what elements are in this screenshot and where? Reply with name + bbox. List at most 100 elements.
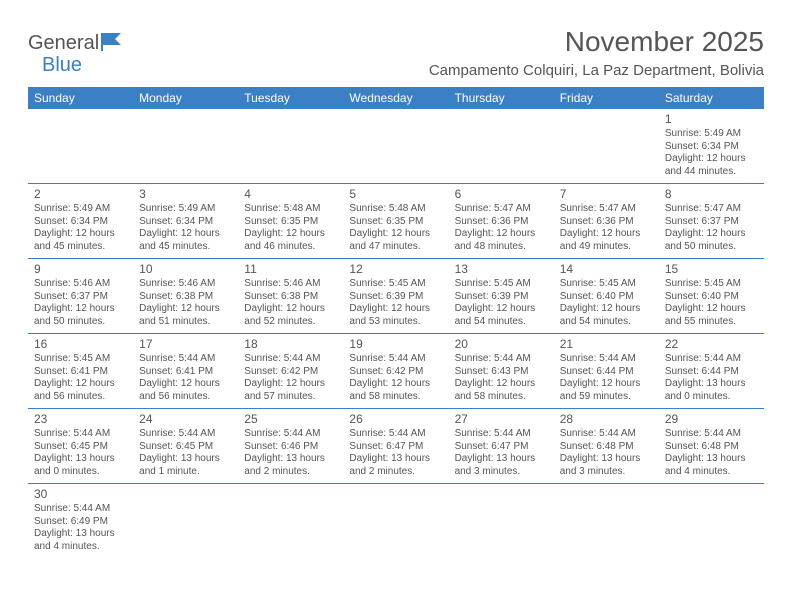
empty-cell <box>343 109 448 184</box>
day-cell: 5Sunrise: 5:48 AMSunset: 6:35 PMDaylight… <box>343 184 448 259</box>
sunset-text: Sunset: 6:35 PM <box>349 216 442 229</box>
daylight-text: Daylight: 13 hours <box>560 453 653 466</box>
day-number: 8 <box>665 187 758 202</box>
sunrise-text: Sunrise: 5:44 AM <box>665 428 758 441</box>
daylight-text: Daylight: 12 hours <box>349 228 442 241</box>
sunrise-text: Sunrise: 5:46 AM <box>244 278 337 291</box>
day-cell: 19Sunrise: 5:44 AMSunset: 6:42 PMDayligh… <box>343 334 448 409</box>
sunrise-text: Sunrise: 5:48 AM <box>244 203 337 216</box>
daylight-text: Daylight: 13 hours <box>244 453 337 466</box>
day-number: 5 <box>349 187 442 202</box>
daylight-text: and 50 minutes. <box>34 316 127 329</box>
sunset-text: Sunset: 6:46 PM <box>244 441 337 454</box>
sunset-text: Sunset: 6:41 PM <box>139 366 232 379</box>
sunrise-text: Sunrise: 5:47 AM <box>560 203 653 216</box>
sunset-text: Sunset: 6:47 PM <box>455 441 548 454</box>
sunset-text: Sunset: 6:35 PM <box>244 216 337 229</box>
daylight-text: and 49 minutes. <box>560 241 653 254</box>
daylight-text: Daylight: 12 hours <box>349 303 442 316</box>
daylight-text: and 44 minutes. <box>665 166 758 179</box>
daylight-text: Daylight: 12 hours <box>244 378 337 391</box>
sunrise-text: Sunrise: 5:44 AM <box>349 353 442 366</box>
daylight-text: and 0 minutes. <box>665 391 758 404</box>
sunset-text: Sunset: 6:48 PM <box>665 441 758 454</box>
daylight-text: Daylight: 12 hours <box>665 303 758 316</box>
day-cell: 30Sunrise: 5:44 AMSunset: 6:49 PMDayligh… <box>28 484 133 559</box>
sunset-text: Sunset: 6:38 PM <box>244 291 337 304</box>
sunrise-text: Sunrise: 5:45 AM <box>455 278 548 291</box>
day-number: 15 <box>665 262 758 277</box>
daylight-text: and 58 minutes. <box>455 391 548 404</box>
sunrise-text: Sunrise: 5:46 AM <box>139 278 232 291</box>
sunrise-text: Sunrise: 5:44 AM <box>455 428 548 441</box>
daylight-text: and 59 minutes. <box>560 391 653 404</box>
sunrise-text: Sunrise: 5:44 AM <box>560 428 653 441</box>
daylight-text: Daylight: 13 hours <box>455 453 548 466</box>
day-cell: 12Sunrise: 5:45 AMSunset: 6:39 PMDayligh… <box>343 259 448 334</box>
sunset-text: Sunset: 6:42 PM <box>349 366 442 379</box>
daylight-text: and 50 minutes. <box>665 241 758 254</box>
day-number: 11 <box>244 262 337 277</box>
day-number: 25 <box>244 412 337 427</box>
daylight-text: Daylight: 12 hours <box>244 303 337 316</box>
daylight-text: Daylight: 12 hours <box>139 303 232 316</box>
daylight-text: Daylight: 12 hours <box>34 378 127 391</box>
sunset-text: Sunset: 6:45 PM <box>34 441 127 454</box>
daylight-text: Daylight: 12 hours <box>139 228 232 241</box>
daylight-text: Daylight: 12 hours <box>34 228 127 241</box>
sunset-text: Sunset: 6:39 PM <box>455 291 548 304</box>
daylight-text: and 48 minutes. <box>455 241 548 254</box>
empty-cell <box>659 484 764 559</box>
day-cell: 15Sunrise: 5:45 AMSunset: 6:40 PMDayligh… <box>659 259 764 334</box>
calendar-body: 1Sunrise: 5:49 AMSunset: 6:34 PMDaylight… <box>28 109 764 558</box>
day-number: 24 <box>139 412 232 427</box>
calendar-table: SundayMondayTuesdayWednesdayThursdayFrid… <box>28 87 764 558</box>
flag-icon <box>101 33 123 51</box>
daylight-text: and 54 minutes. <box>455 316 548 329</box>
day-cell: 21Sunrise: 5:44 AMSunset: 6:44 PMDayligh… <box>554 334 659 409</box>
day-number: 23 <box>34 412 127 427</box>
sunset-text: Sunset: 6:36 PM <box>455 216 548 229</box>
sunset-text: Sunset: 6:40 PM <box>560 291 653 304</box>
sunset-text: Sunset: 6:34 PM <box>139 216 232 229</box>
day-cell: 2Sunrise: 5:49 AMSunset: 6:34 PMDaylight… <box>28 184 133 259</box>
day-number: 1 <box>665 112 758 127</box>
day-cell: 8Sunrise: 5:47 AMSunset: 6:37 PMDaylight… <box>659 184 764 259</box>
sunset-text: Sunset: 6:37 PM <box>34 291 127 304</box>
daylight-text: Daylight: 12 hours <box>560 378 653 391</box>
sunrise-text: Sunrise: 5:47 AM <box>665 203 758 216</box>
sunrise-text: Sunrise: 5:44 AM <box>560 353 653 366</box>
day-number: 10 <box>139 262 232 277</box>
sunrise-text: Sunrise: 5:44 AM <box>139 353 232 366</box>
day-cell: 20Sunrise: 5:44 AMSunset: 6:43 PMDayligh… <box>449 334 554 409</box>
daylight-text: and 46 minutes. <box>244 241 337 254</box>
daylight-text: Daylight: 13 hours <box>34 528 127 541</box>
day-cell: 11Sunrise: 5:46 AMSunset: 6:38 PMDayligh… <box>238 259 343 334</box>
daylight-text: and 4 minutes. <box>665 466 758 479</box>
day-number: 9 <box>34 262 127 277</box>
empty-cell <box>343 484 448 559</box>
daylight-text: and 54 minutes. <box>560 316 653 329</box>
day-cell: 16Sunrise: 5:45 AMSunset: 6:41 PMDayligh… <box>28 334 133 409</box>
day-number: 14 <box>560 262 653 277</box>
sunrise-text: Sunrise: 5:49 AM <box>665 128 758 141</box>
daylight-text: Daylight: 12 hours <box>560 303 653 316</box>
empty-cell <box>449 109 554 184</box>
sunset-text: Sunset: 6:49 PM <box>34 516 127 529</box>
sunrise-text: Sunrise: 5:45 AM <box>349 278 442 291</box>
day-number: 26 <box>349 412 442 427</box>
day-number: 17 <box>139 337 232 352</box>
empty-cell <box>449 484 554 559</box>
sunrise-text: Sunrise: 5:44 AM <box>349 428 442 441</box>
daylight-text: and 51 minutes. <box>139 316 232 329</box>
day-number: 19 <box>349 337 442 352</box>
day-number: 27 <box>455 412 548 427</box>
daylight-text: Daylight: 12 hours <box>139 378 232 391</box>
day-header: Wednesday <box>343 87 448 109</box>
empty-cell <box>554 484 659 559</box>
day-header: Sunday <box>28 87 133 109</box>
sunrise-text: Sunrise: 5:44 AM <box>665 353 758 366</box>
logo-text-b: Blue <box>42 54 82 77</box>
sunrise-text: Sunrise: 5:44 AM <box>34 428 127 441</box>
day-cell: 9Sunrise: 5:46 AMSunset: 6:37 PMDaylight… <box>28 259 133 334</box>
